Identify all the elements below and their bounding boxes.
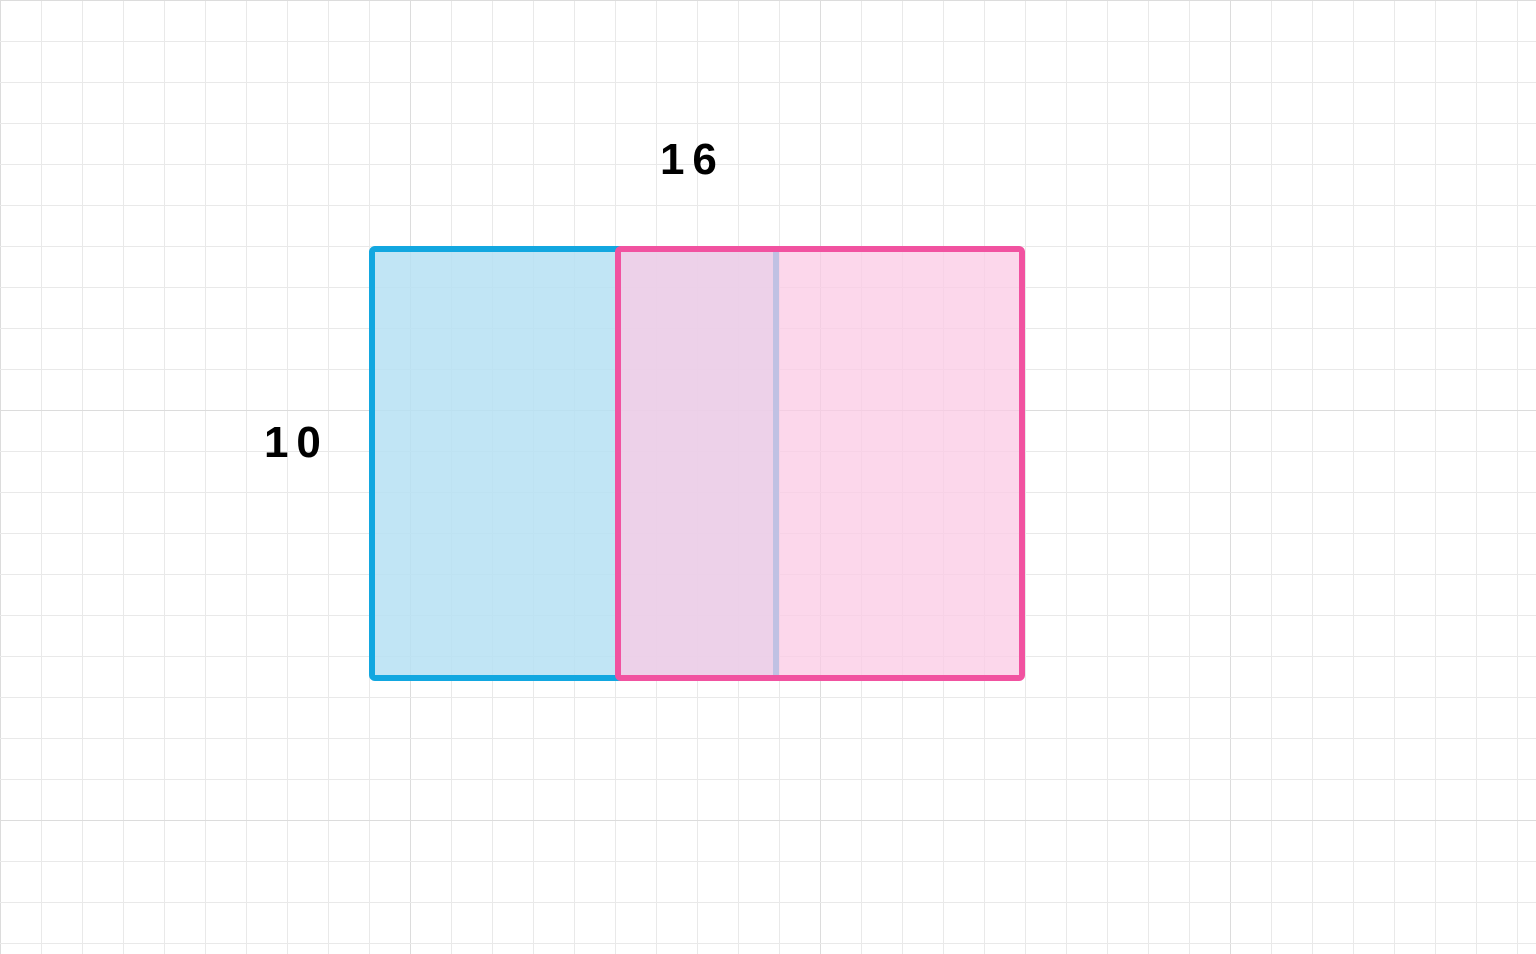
dimension-label-top: 16 [660,135,725,185]
rectangle-pink [615,246,1025,681]
dimension-label-left: 10 [264,418,329,468]
diagram-stage: 16 10 [0,0,1536,954]
